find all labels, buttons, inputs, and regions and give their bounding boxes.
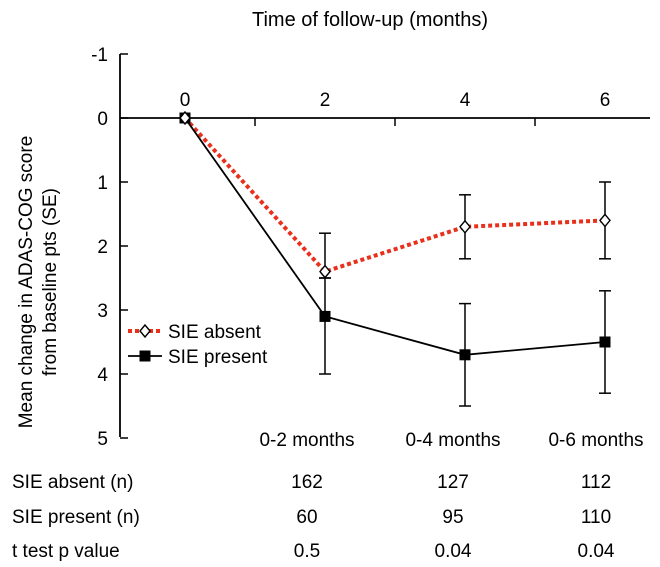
series-line-sie-absent: [183, 116, 606, 274]
legend-label: SIE present: [168, 347, 268, 368]
series-lines: [183, 116, 606, 356]
x-tick-label: 4: [460, 90, 471, 111]
legend-label: SIE absent: [168, 322, 262, 343]
table-cell: 127: [437, 472, 469, 493]
table-cell: 162: [291, 472, 323, 493]
series-line-sie-present: [184, 117, 606, 356]
y-axis-label: Mean change in ADAS-COG score from basel…: [16, 136, 61, 429]
y-tick-label: 5: [97, 429, 108, 450]
table-header: 0-4 months: [405, 430, 501, 451]
table-row-label: SIE absent (n): [12, 472, 134, 493]
table-cell: 110: [580, 507, 612, 528]
data-point-sie-absent: [599, 213, 611, 228]
y-tick-label: 4: [97, 365, 108, 386]
table-header: 0-2 months: [259, 430, 355, 451]
y-ticks: -1 0 1 2 3 4 5: [91, 45, 128, 450]
chart-title: Time of follow-up (months): [252, 9, 488, 31]
table-cell: 0.04: [577, 541, 615, 562]
y-axis-label-line2: from baseline pts (SE): [40, 188, 61, 376]
table-cell: 95: [442, 507, 464, 528]
table-cell: 60: [296, 507, 318, 528]
data-point-sie-absent: [319, 264, 331, 279]
table-cell: 112: [580, 472, 612, 493]
x-tick-label: 2: [320, 90, 331, 111]
table-cell: 0.5: [293, 541, 321, 562]
data-point-sie-absent: [459, 219, 471, 234]
y-tick-label: 1: [97, 173, 108, 194]
legend-marker: [139, 323, 151, 339]
table-row-label: SIE present (n): [12, 507, 140, 528]
legend: SIE absent SIE present: [128, 322, 268, 368]
data-point-sie-absent: [179, 110, 191, 126]
data-point-sie-present: [599, 336, 611, 348]
y-axis-label-line1: Mean change in ADAS-COG score: [16, 136, 37, 429]
table-row-label: t test p value: [12, 541, 120, 562]
y-tick-label: 2: [97, 237, 108, 258]
y-tick-label: 0: [97, 109, 108, 130]
x-tick-label: 6: [600, 90, 611, 111]
legend-marker: [139, 350, 151, 362]
table-cell: 0.04: [434, 541, 472, 562]
data-point-sie-present: [319, 310, 331, 322]
y-tick-label: 3: [97, 301, 108, 322]
table-header: 0-6 months: [548, 430, 644, 451]
y-tick-label: -1: [91, 45, 108, 66]
x-tick-label: 0: [180, 90, 191, 111]
data-point-sie-present: [459, 349, 471, 361]
x-ticks: 0 2 4 6: [180, 90, 611, 126]
series-markers: [179, 110, 611, 361]
error-bars: [319, 181, 611, 407]
